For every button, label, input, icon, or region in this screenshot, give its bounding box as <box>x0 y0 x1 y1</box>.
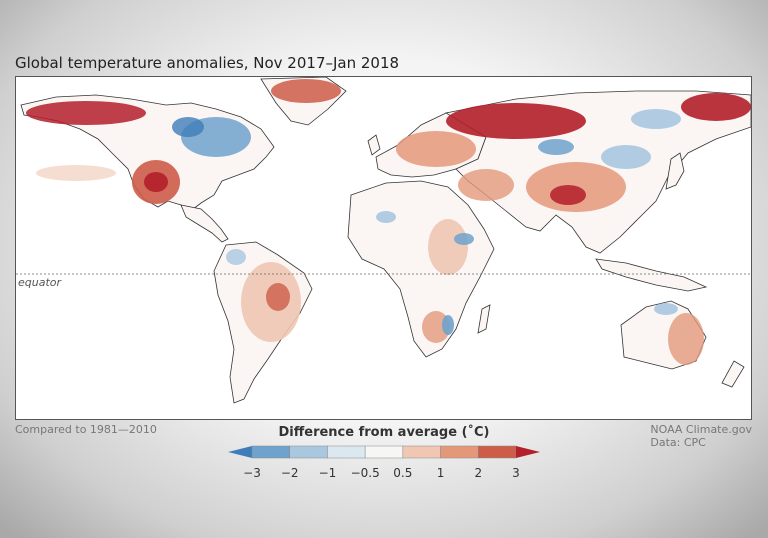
credit-data: Data: CPC <box>650 436 706 449</box>
legend-arrow-low <box>228 446 252 458</box>
legend-swatch <box>478 445 517 459</box>
legend-swatch <box>364 445 404 459</box>
legend-tick-label: −3 <box>243 466 261 480</box>
legend-tick-label: −0.5 <box>350 466 380 480</box>
legend-tick-label: 1 <box>436 466 445 480</box>
great-britain <box>367 134 381 156</box>
legend-tick-label: 3 <box>512 466 520 480</box>
anomaly-patches <box>26 79 751 365</box>
madagascar <box>477 304 491 334</box>
credit: NOAA Climate.gov Data: CPC <box>650 423 752 449</box>
color-legend <box>228 445 540 459</box>
legend-title: Difference from average (˚C) <box>278 425 490 440</box>
legend-swatch <box>251 445 290 459</box>
anomaly-map <box>15 76 752 420</box>
indonesia <box>595 258 708 292</box>
central-america <box>180 204 229 243</box>
legend-swatch <box>402 445 441 459</box>
legend-swatch <box>440 445 479 459</box>
equator-label: equator <box>18 276 62 289</box>
baseline-note: Compared to 1981—2010 <box>15 423 157 436</box>
legend-arrow-high <box>516 446 540 458</box>
japan <box>665 152 685 190</box>
map-title: Global temperature anomalies, Nov 2017–J… <box>15 54 400 72</box>
legend-tick-label: −1 <box>318 466 337 480</box>
legend-tick-label: −2 <box>280 466 299 480</box>
legend-swatch <box>327 445 366 459</box>
legend-swatch <box>289 445 328 459</box>
legend-tick-label: 2 <box>474 466 483 480</box>
credit-source: NOAA Climate.gov <box>650 423 752 436</box>
new-zealand <box>721 360 745 388</box>
legend-tick-label: 0.5 <box>393 466 413 480</box>
